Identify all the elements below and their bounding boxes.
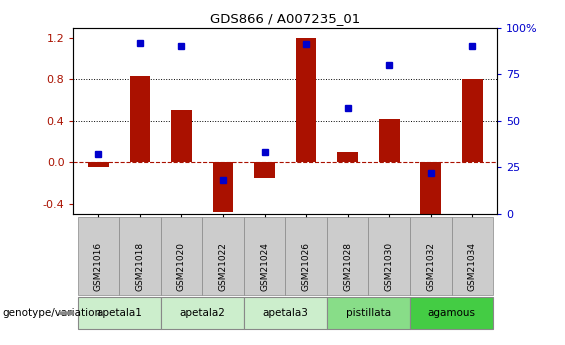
Text: GSM21034: GSM21034 (468, 242, 477, 291)
Bar (327, 217, 368, 295)
Bar (337, 152, 358, 162)
Bar (420, 162, 441, 216)
Bar (244, 217, 285, 295)
Bar (295, 38, 316, 162)
Bar (77, 297, 160, 329)
Text: GSM21022: GSM21022 (219, 242, 228, 291)
Text: GSM21020: GSM21020 (177, 242, 186, 291)
Bar (88, 162, 108, 167)
Text: GSM21030: GSM21030 (385, 242, 394, 291)
Text: GSM21028: GSM21028 (343, 242, 352, 291)
Bar (77, 217, 119, 295)
Bar (244, 297, 327, 329)
Bar (119, 217, 160, 295)
Text: genotype/variation: genotype/variation (3, 308, 102, 318)
Bar (327, 297, 410, 329)
Text: GSM21024: GSM21024 (260, 242, 269, 291)
Text: GSM21032: GSM21032 (426, 242, 435, 291)
Bar (254, 162, 275, 178)
Text: apetala2: apetala2 (179, 308, 225, 318)
Bar (160, 217, 202, 295)
Bar (368, 217, 410, 295)
Text: GSM21016: GSM21016 (94, 242, 103, 291)
Bar (462, 79, 483, 162)
Bar (410, 217, 451, 295)
Title: GDS866 / A007235_01: GDS866 / A007235_01 (210, 12, 360, 25)
Bar (129, 76, 150, 162)
Bar (410, 297, 493, 329)
Bar (451, 217, 493, 295)
Text: apetala3: apetala3 (262, 308, 308, 318)
Text: GSM21018: GSM21018 (136, 242, 145, 291)
Bar (285, 217, 327, 295)
Text: apetala1: apetala1 (96, 308, 142, 318)
Bar (160, 297, 244, 329)
Bar (171, 110, 192, 162)
Bar (212, 162, 233, 212)
Bar (202, 217, 244, 295)
Bar (379, 119, 399, 162)
Text: agamous: agamous (428, 308, 476, 318)
Text: GSM21026: GSM21026 (302, 242, 311, 291)
Text: pistillata: pistillata (346, 308, 391, 318)
